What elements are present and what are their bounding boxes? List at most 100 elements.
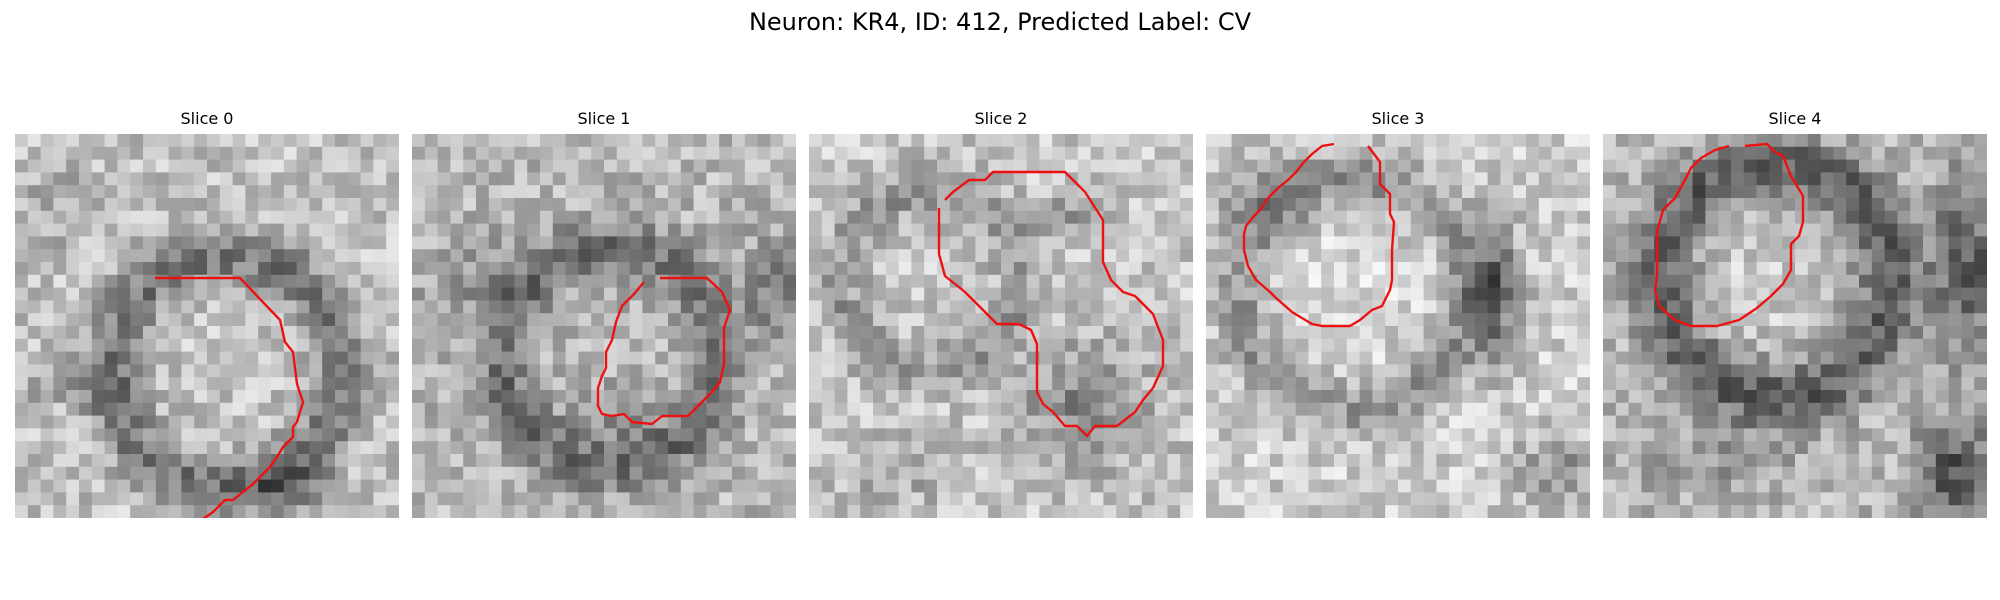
pixel <box>1910 313 1924 327</box>
pixel <box>219 364 233 378</box>
pixel <box>1039 326 1053 340</box>
pixel <box>1795 402 1809 416</box>
pixel <box>1398 364 1412 378</box>
pixel <box>296 505 310 518</box>
pixel <box>783 300 796 314</box>
pixel <box>1436 479 1450 493</box>
pixel <box>1935 198 1949 212</box>
pixel <box>1577 198 1590 212</box>
pixel <box>885 313 899 327</box>
pixel <box>1308 428 1322 442</box>
pixel <box>1116 479 1130 493</box>
pixel <box>1001 210 1015 224</box>
pixel <box>322 249 336 263</box>
pixel <box>1077 351 1091 365</box>
pixel <box>437 390 451 404</box>
pixel <box>1077 287 1091 301</box>
pixel <box>1474 287 1488 301</box>
pixel <box>1846 185 1860 199</box>
pixel <box>1295 146 1309 160</box>
pixel <box>629 210 643 224</box>
pixel <box>1385 326 1399 340</box>
pixel <box>1577 274 1590 288</box>
pixel <box>1001 364 1015 378</box>
pixel <box>309 300 323 314</box>
pixel <box>1231 492 1245 506</box>
pixel <box>1884 377 1898 391</box>
pixel <box>143 210 157 224</box>
pixel <box>988 338 1002 352</box>
pixel <box>424 262 438 276</box>
pixel <box>1500 210 1514 224</box>
pixel <box>911 466 925 480</box>
pixel <box>1398 146 1412 160</box>
pixel <box>1961 159 1975 173</box>
pixel <box>604 287 618 301</box>
pixel <box>1782 313 1796 327</box>
pixel <box>1141 402 1155 416</box>
pixel <box>155 338 169 352</box>
pixel <box>1538 185 1552 199</box>
pixel <box>540 210 554 224</box>
pixel <box>335 364 349 378</box>
pixel <box>143 198 157 212</box>
pixel <box>245 441 259 455</box>
pixel <box>1615 185 1629 199</box>
pixel <box>783 198 796 212</box>
pixel <box>1500 402 1514 416</box>
pixel <box>155 505 169 518</box>
pixel <box>1756 274 1770 288</box>
pixel <box>258 364 272 378</box>
pixel <box>1910 351 1924 365</box>
pixel <box>296 313 310 327</box>
pixel <box>1154 351 1168 365</box>
pixel <box>1013 505 1027 518</box>
pixel <box>1526 198 1540 212</box>
pixel <box>757 210 771 224</box>
pixel <box>693 287 707 301</box>
pixel <box>693 262 707 276</box>
pixel <box>975 466 989 480</box>
pixel <box>15 402 29 416</box>
pixel <box>373 249 387 263</box>
pixel <box>347 492 361 506</box>
pixel <box>1551 313 1565 327</box>
pixel <box>66 274 80 288</box>
pixel <box>1257 313 1271 327</box>
pixel <box>1398 159 1412 173</box>
pixel <box>104 415 118 429</box>
pixel <box>578 300 592 314</box>
pixel <box>1346 390 1360 404</box>
pixel <box>1154 428 1168 442</box>
pixel <box>335 492 349 506</box>
pixel <box>1923 159 1937 173</box>
pixel <box>1257 262 1271 276</box>
pixel <box>1654 466 1668 480</box>
pixel <box>1206 274 1220 288</box>
pixel <box>463 185 477 199</box>
pixel <box>1513 492 1527 506</box>
pixel <box>53 146 67 160</box>
pixel <box>335 287 349 301</box>
pixel <box>1282 159 1296 173</box>
pixel <box>757 402 771 416</box>
pixel <box>1667 454 1681 468</box>
pixel <box>988 249 1002 263</box>
pixel <box>27 364 41 378</box>
pixel <box>1641 249 1655 263</box>
pixel <box>1026 262 1040 276</box>
pixel <box>1487 351 1501 365</box>
pixel <box>1820 198 1834 212</box>
pixel <box>1538 415 1552 429</box>
pixel <box>1346 338 1360 352</box>
pixel <box>1833 454 1847 468</box>
pixel <box>937 326 951 340</box>
pixel <box>309 351 323 365</box>
pixel <box>66 236 80 250</box>
pixel <box>194 505 208 518</box>
pixel <box>629 466 643 480</box>
pixel <box>1935 377 1949 391</box>
pixel <box>1295 338 1309 352</box>
pixel <box>347 466 361 480</box>
pixel <box>655 146 669 160</box>
